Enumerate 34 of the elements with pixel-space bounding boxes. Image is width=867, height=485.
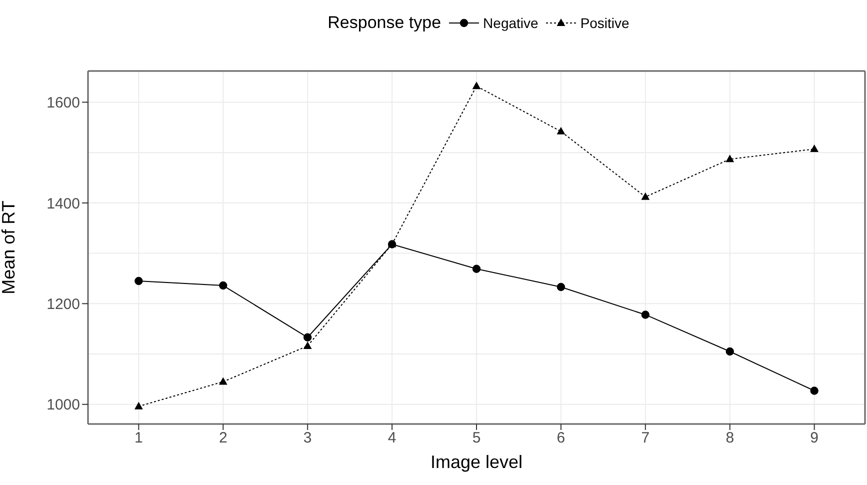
- point: [303, 341, 312, 349]
- legend-label: Negative: [483, 14, 538, 30]
- y-tick-label: 1000: [46, 396, 80, 414]
- x-tick-label: 5: [472, 430, 481, 447]
- point: [134, 276, 143, 286]
- x-tick-label: 4: [388, 430, 396, 447]
- y-tick-label: 1600: [46, 94, 80, 112]
- point: [303, 333, 312, 342]
- point: [641, 192, 650, 200]
- point: [472, 264, 481, 273]
- point: [472, 82, 481, 90]
- legend-title: Response type: [328, 12, 442, 32]
- x-tick-label: 9: [810, 430, 818, 447]
- y-tick-label: 1400: [46, 195, 80, 212]
- point: [726, 347, 734, 356]
- point: [134, 402, 143, 410]
- legend-label: Positive: [580, 14, 630, 30]
- x-tick-label: 8: [726, 430, 734, 447]
- point: [219, 281, 228, 290]
- x-tick-label: 2: [218, 430, 228, 447]
- point: [726, 154, 734, 162]
- y-axis-title: Mean of RT: [0, 200, 18, 294]
- point: [218, 377, 228, 385]
- x-tick-label: 7: [641, 430, 650, 447]
- x-tick-label: 3: [303, 430, 312, 447]
- point: [641, 310, 650, 319]
- point: [556, 282, 566, 292]
- x-tick-label: 6: [556, 430, 566, 447]
- x-axis-title: Image level: [430, 452, 523, 472]
- point: [556, 126, 566, 134]
- x-tick-label: 1: [134, 430, 143, 447]
- point: [810, 144, 819, 152]
- y-tick-label: 1200: [46, 296, 80, 313]
- point: [810, 386, 818, 395]
